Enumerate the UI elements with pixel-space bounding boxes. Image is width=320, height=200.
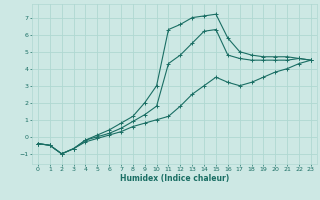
X-axis label: Humidex (Indice chaleur): Humidex (Indice chaleur) [120,174,229,183]
